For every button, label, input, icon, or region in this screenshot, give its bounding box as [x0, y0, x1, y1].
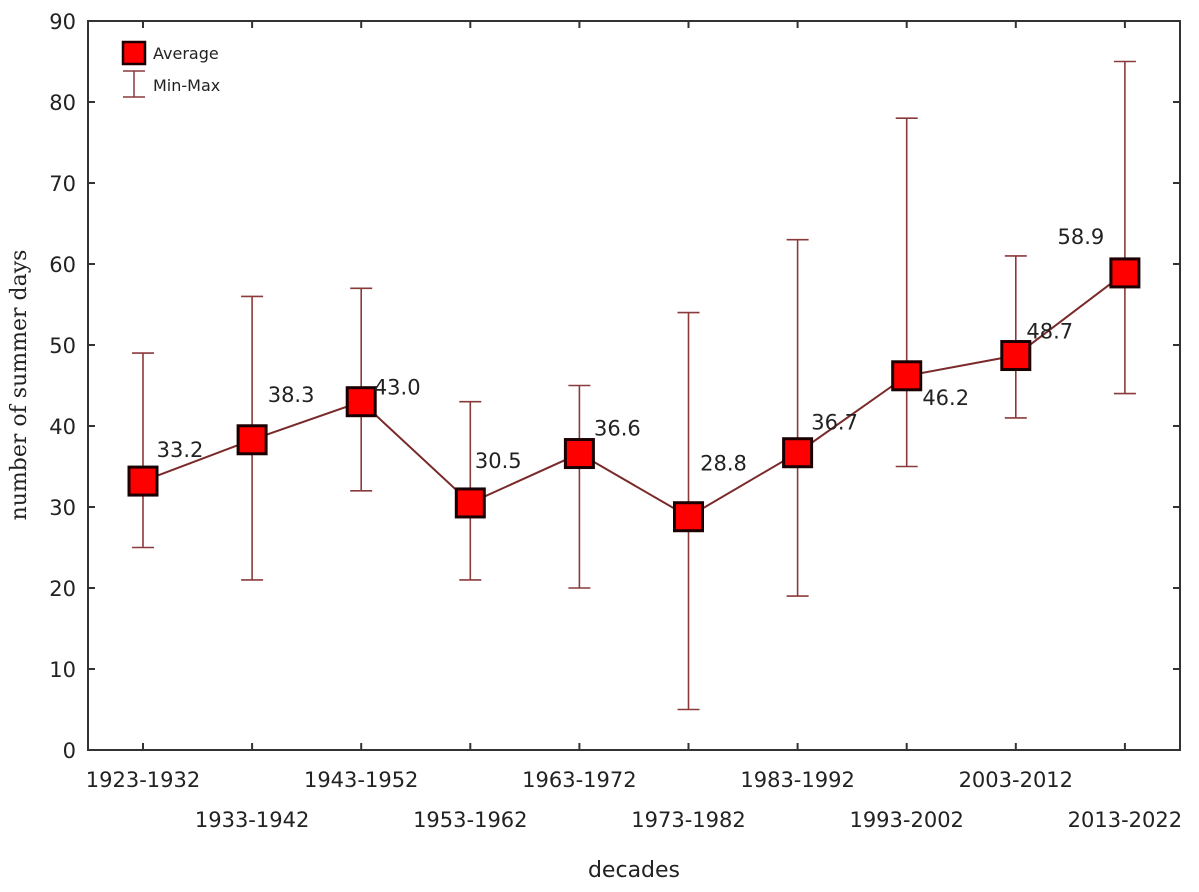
y-tick-label: 40	[49, 415, 76, 439]
error-bar	[132, 352, 154, 549]
x-tick-label: 1973-1982	[631, 808, 745, 832]
average-marker	[563, 438, 595, 470]
data-label: 33.2	[157, 438, 204, 462]
data-label: 43.0	[374, 376, 421, 400]
y-tick-label: 60	[49, 253, 76, 277]
legend-minmax-label: Min-Max	[153, 76, 220, 95]
y-tick-label: 70	[49, 172, 76, 196]
y-tick-label: 80	[49, 91, 76, 115]
plot-frame	[87, 20, 1181, 751]
x-tick-label: 1963-1972	[522, 768, 636, 792]
data-label: 28.8	[700, 452, 747, 476]
average-marker	[673, 501, 704, 533]
average-marker	[454, 487, 486, 519]
y-tick-label: 50	[49, 334, 76, 358]
error-bar	[895, 117, 918, 468]
data-label: 30.5	[475, 449, 522, 473]
data-label: 38.3	[268, 383, 315, 407]
average-marker	[127, 465, 159, 497]
legend-average-label: Average	[153, 44, 219, 63]
average-marker	[891, 360, 923, 392]
average-line	[142, 272, 1126, 518]
legend: Average Min-Max	[121, 40, 220, 98]
data-label: 46.2	[922, 386, 969, 410]
data-label: 58.9	[1058, 225, 1105, 249]
average-marker	[236, 424, 268, 456]
x-tick-label: 1993-2002	[849, 808, 963, 832]
error-bar	[1113, 60, 1136, 395]
error-bar	[786, 238, 809, 597]
x-tick-label: 1933-1942	[195, 808, 309, 832]
x-tick-label: 1983-1992	[740, 768, 854, 792]
data-label: 48.7	[1026, 320, 1073, 344]
y-tick-label: 30	[49, 496, 76, 520]
x-tick-label: 1923-1932	[86, 768, 200, 792]
x-tick-label: 1943-1952	[304, 768, 418, 792]
average-marker	[1109, 257, 1141, 289]
error-bar	[568, 384, 591, 589]
average-marker	[1000, 340, 1032, 372]
average-marker	[345, 386, 377, 418]
x-tick-label: 1953-1962	[413, 808, 527, 832]
y-axis-label: number of summer days	[7, 250, 32, 521]
y-tick-label: 90	[49, 10, 76, 34]
y-tick-label: 0	[63, 739, 76, 763]
legend-minmax-icon	[123, 70, 145, 98]
average-marker	[782, 437, 814, 469]
x-tick-label: 2003-2012	[959, 768, 1073, 792]
data-label: 36.6	[594, 417, 641, 441]
data-label: 36.7	[811, 411, 858, 435]
x-tick-label: 2013-2022	[1068, 808, 1182, 832]
legend-average-marker	[121, 40, 147, 66]
y-tick-label: 20	[49, 577, 76, 601]
x-axis-label: decades	[588, 858, 680, 883]
error-bar	[1004, 255, 1027, 419]
y-tick-label: 10	[49, 658, 76, 682]
